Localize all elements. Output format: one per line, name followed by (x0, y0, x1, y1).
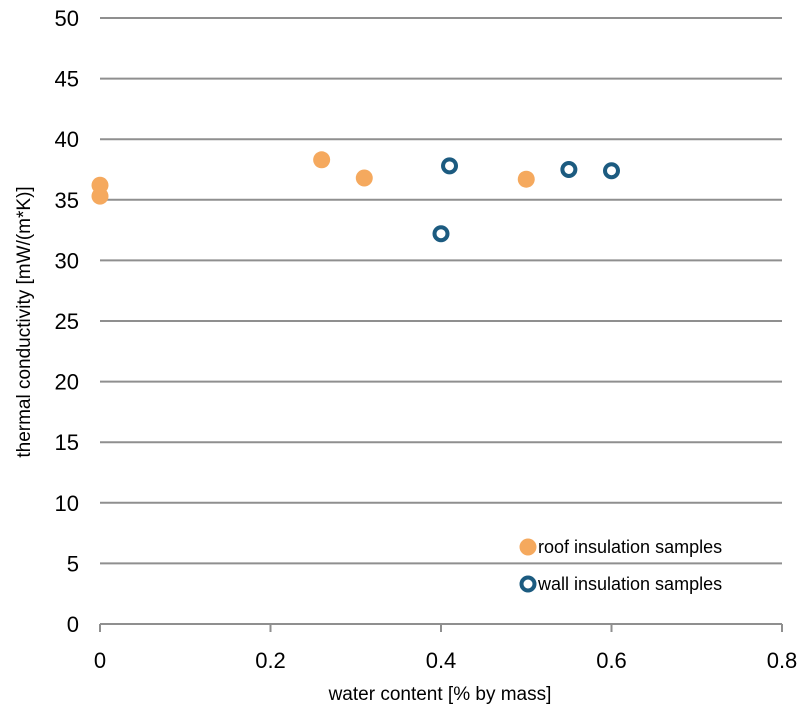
y-tick-labels: 0 5 10 15 20 25 30 35 40 45 50 (55, 6, 79, 637)
y-tick-label: 5 (67, 551, 79, 576)
roof-sample-point (313, 151, 331, 169)
legend-marker (519, 575, 537, 593)
y-tick-label: 40 (55, 127, 79, 152)
y-axis-label: thermal conductivity [mW/(m*K)] (14, 186, 35, 457)
x-tick-label: 0.6 (596, 648, 627, 673)
y-tick-label: 35 (55, 188, 79, 213)
wall-sample-point (603, 162, 620, 180)
roof-sample-point (355, 169, 373, 187)
wall-sample-point (432, 225, 450, 243)
wall-sample-point (560, 161, 578, 178)
wall-sample-point (441, 157, 459, 175)
y-tick-label: 50 (55, 6, 79, 31)
x-tick-label: 0.4 (426, 648, 457, 673)
y-tick-label: 45 (55, 67, 79, 92)
x-axis-label: water content [% by mass] (328, 684, 552, 705)
y-tick-label: 25 (55, 309, 79, 334)
data-points (91, 151, 620, 243)
legend: roof insulation samples wall insulation s… (519, 537, 722, 594)
x-tick-label: 0 (94, 648, 106, 673)
y-tick-label: 30 (55, 248, 79, 273)
legend-label: wall insulation samples (537, 574, 722, 594)
roof-sample-point (91, 187, 109, 205)
y-tick-label: 20 (55, 370, 79, 395)
x-tick-labels: 0 0.2 0.4 0.6 0.8 (94, 648, 797, 673)
y-tick-label: 0 (67, 612, 79, 637)
y-tick-label: 10 (55, 491, 79, 516)
legend-marker (519, 538, 537, 556)
roof-sample-point (517, 170, 535, 188)
x-tick-label: 0.8 (767, 648, 798, 673)
y-tick-label: 15 (55, 430, 79, 455)
gridlines (99, 17, 783, 632)
x-tick-label: 0.2 (255, 648, 286, 673)
legend-label: roof insulation samples (538, 537, 722, 557)
